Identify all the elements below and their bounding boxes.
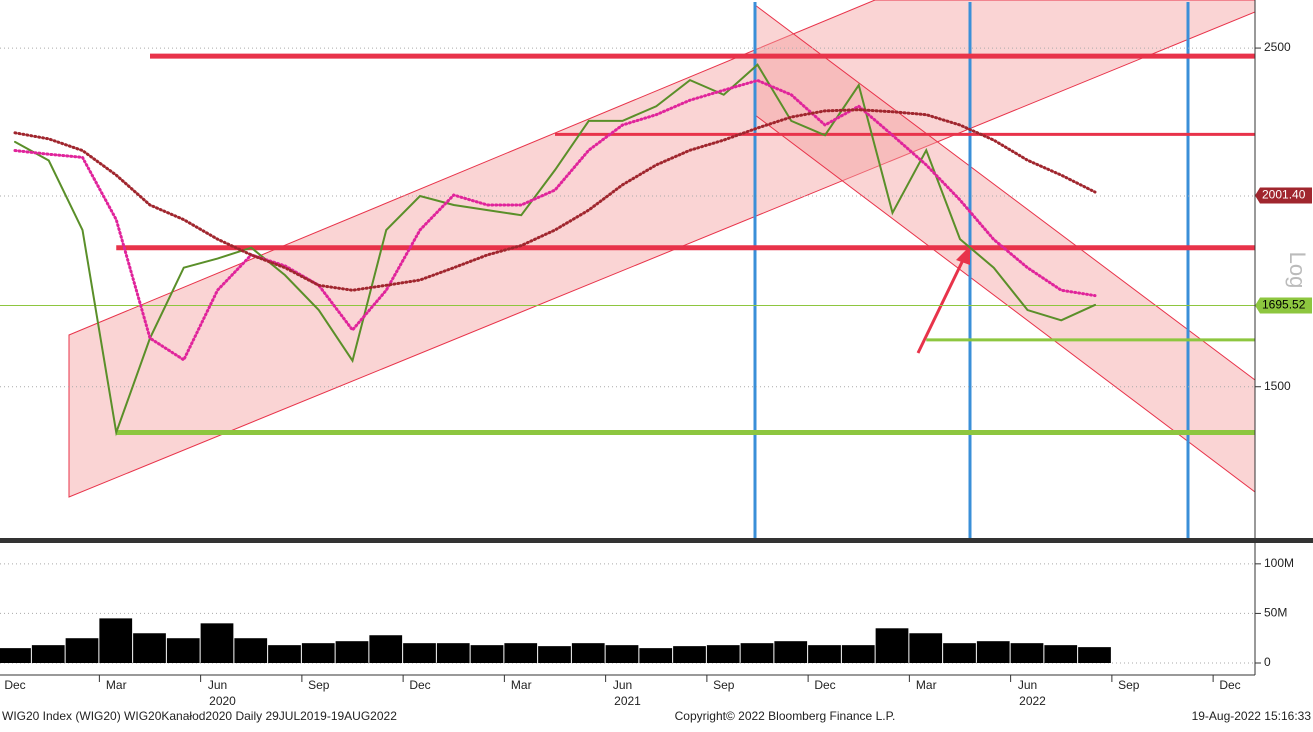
volume-bar: [99, 618, 133, 663]
volume-bar: [1010, 643, 1044, 663]
x-tick-label: Sep: [713, 678, 735, 692]
price-marker: [1255, 297, 1312, 314]
volume-bar: [0, 648, 31, 663]
price-marker-label: 2001.40: [1262, 188, 1306, 202]
y-tick-label: 2500: [1264, 40, 1291, 54]
footer-center: Copyright© 2022 Bloomberg Finance L.P.: [675, 709, 896, 723]
y-axis-label: Log: [1285, 252, 1310, 289]
volume-bar: [301, 643, 335, 663]
x-year-label: 2021: [614, 694, 641, 708]
x-tick-label: Sep: [1118, 678, 1140, 692]
volume-bar: [470, 645, 504, 663]
x-year-label: 2020: [209, 694, 236, 708]
volume-bar: [200, 623, 234, 663]
x-tick-label: Dec: [1219, 678, 1240, 692]
x-tick-label: Dec: [409, 678, 430, 692]
volume-bar: [335, 641, 369, 663]
volume-tick-label: 100M: [1264, 556, 1294, 570]
volume-bar: [909, 633, 943, 663]
volume-tick-label: 0: [1264, 655, 1271, 669]
x-tick-label: Dec: [4, 678, 25, 692]
volume-bar: [943, 643, 976, 663]
x-tick-label: Mar: [511, 678, 532, 692]
volume-bar: [639, 648, 673, 663]
footer-right: 19-Aug-2022 15:16:33: [1192, 709, 1312, 723]
volume-bar: [403, 643, 436, 663]
volume-tick-label: 50M: [1264, 606, 1287, 620]
price-marker-label: 1695.52: [1262, 298, 1306, 312]
volume-bar: [673, 646, 706, 663]
volume-bar: [841, 645, 875, 663]
y-tick-label: 1500: [1264, 379, 1291, 393]
volume-bar: [605, 645, 639, 663]
panel-separator: [0, 538, 1313, 543]
data-layer: 1500 2500 2001.40 1695.52 0 50M 100M Dec Mar Jun S…: [0, 40, 1312, 708]
volume-bar: [1078, 647, 1111, 663]
volume-bar: [234, 638, 268, 663]
x-tick-label: Sep: [308, 678, 330, 692]
volume-bar: [875, 628, 909, 663]
x-tick-label: Mar: [106, 678, 127, 692]
volume-bar: [436, 643, 470, 663]
x-year-label: 2022: [1019, 694, 1046, 708]
volume-bar: [538, 646, 571, 663]
volume-bar: [706, 645, 740, 663]
annotations: [68, 0, 1255, 538]
volume-bar: [808, 645, 841, 663]
price-marker: [1255, 187, 1312, 204]
volume-bar: [976, 641, 1010, 663]
x-tick-label: Jun: [208, 678, 227, 692]
series-line: [14, 63, 1096, 437]
volume-bar: [268, 645, 301, 663]
volume-bar: [369, 635, 403, 663]
x-tick-label: Jun: [1018, 678, 1037, 692]
footer-left: WIG20 Index (WIG20) WIG20Kanałod2020 Dai…: [2, 709, 397, 723]
volume-bar: [1044, 645, 1078, 663]
x-tick-label: Mar: [916, 678, 937, 692]
volume-bar: [740, 643, 774, 663]
volume-bar: [31, 645, 65, 663]
arrow-head: [956, 246, 970, 265]
volume-bar: [133, 633, 166, 663]
x-tick-label: Jun: [613, 678, 632, 692]
series-line: [13, 78, 1097, 363]
volume-bar: [166, 638, 200, 663]
volume-bar: [504, 643, 538, 663]
x-tick-label: Dec: [814, 678, 835, 692]
series-line: [13, 108, 1097, 292]
volume-bar: [571, 643, 605, 663]
volume-bar: [65, 638, 99, 663]
volume-bar: [774, 641, 808, 663]
